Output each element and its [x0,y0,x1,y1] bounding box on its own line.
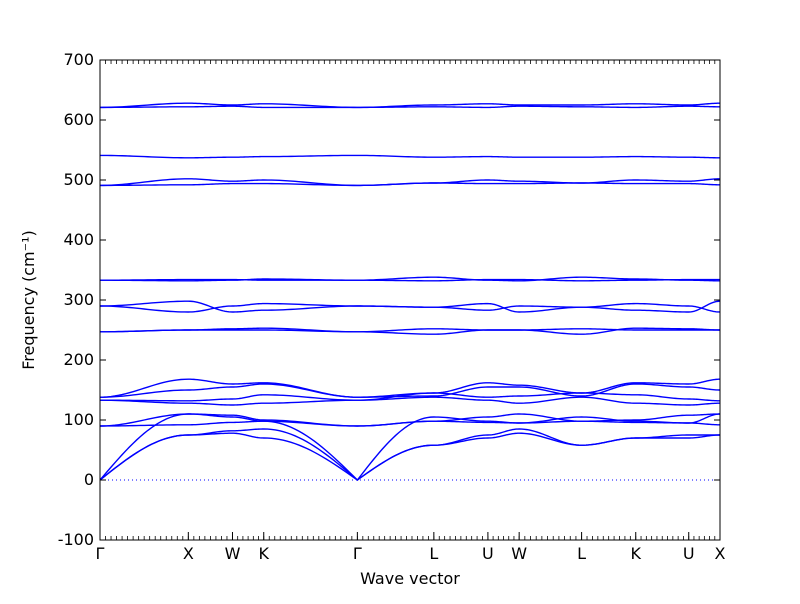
y-tick-label: 600 [63,110,94,129]
y-tick-label: 500 [63,170,94,189]
x-axis-title: Wave vector [360,569,460,588]
axes-layer [99,59,721,541]
x-tick-label-11: U [683,544,695,563]
plot-frame [99,59,721,541]
band-line-12 [99,302,721,313]
y-tick-label: 700 [63,50,94,69]
band-line-17 [100,182,721,187]
y-axis-title: Frequency (cm⁻¹) [19,230,38,369]
x-tick-label-2: X [183,544,194,563]
x-tick-label-7: U [482,544,494,563]
band-line-13 [99,300,721,313]
y-tick-label: 0 [84,470,94,489]
band-line-16 [99,178,721,187]
band-line-8 [99,383,721,398]
x-tick-label-9: L [577,544,586,563]
band-line-18 [99,154,720,159]
band-line-10 [99,327,721,335]
x-tick-label-6: L [429,544,438,563]
band-line-5 [99,413,721,427]
y-tick-label: 400 [63,230,94,249]
band-line-2 [99,428,720,481]
x-tick-label-8: W [511,544,527,563]
x-tick-label-5: Γ [353,544,362,563]
x-tick-label-3: W [225,544,241,563]
band-line-4 [99,420,721,427]
band-line-19 [100,105,720,109]
x-tick-label-1: Γ [96,544,105,563]
y-tick-label: 100 [63,410,94,429]
band-line-11 [99,328,720,333]
band-line-6 [99,396,721,406]
band-line-7 [100,392,721,402]
x-tick-label-12: X [715,544,726,563]
y-tick-label: 200 [63,350,94,369]
y-tick-label: -100 [58,530,94,549]
x-tick-label-4: K [258,544,269,563]
band-line-20 [99,102,721,109]
band-line-1 [99,432,721,481]
x-tick-label-10: K [630,544,641,563]
bands-layer [99,102,721,482]
band-line-9 [99,378,721,398]
band-line-15 [100,278,720,282]
band-line-3 [99,413,721,482]
y-tick-label: 300 [63,290,94,309]
